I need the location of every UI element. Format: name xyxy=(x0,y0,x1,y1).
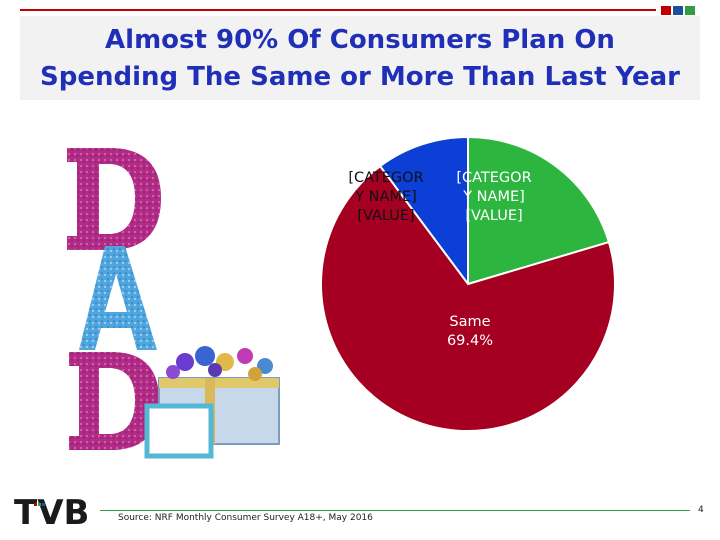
pie-label-line: [CATEGOR xyxy=(348,170,423,186)
pie-label-line: [VALUE] xyxy=(465,208,522,224)
pie-slice-1 xyxy=(378,135,469,288)
pie-label-line: Y NAME] xyxy=(354,189,417,205)
pie-label-line: 69.4% xyxy=(447,333,493,349)
corner-square-red xyxy=(661,6,671,15)
slide-title: Almost 90% Of Consumers Plan On Spending… xyxy=(20,22,700,96)
corner-square-blue xyxy=(673,6,683,15)
slide-title-line1: Almost 90% Of Consumers Plan On xyxy=(105,25,615,55)
title-band xyxy=(20,16,700,100)
pie-label-line: Y NAME] xyxy=(462,189,525,205)
pie-label-line: Same xyxy=(449,314,490,330)
slide-title-line2: Spending The Same or More Than Last Year xyxy=(40,62,680,92)
gift-box-icon xyxy=(144,346,280,459)
pie-slice-0 xyxy=(320,164,616,432)
tvb-logo-text: TVB xyxy=(14,493,89,530)
tvb-logo-icon: TVB xyxy=(14,493,89,530)
corner-squares xyxy=(661,6,695,15)
bottom-rule xyxy=(100,510,690,511)
pie-label-0: Same 69.4% xyxy=(447,314,493,349)
page-number: 4 xyxy=(698,505,704,515)
corner-square-green xyxy=(685,6,695,15)
source-note: Source: NRF Monthly Consumer Survey A18+… xyxy=(118,513,373,523)
top-rule xyxy=(20,9,656,11)
pie-label-line: [CATEGOR xyxy=(456,170,531,186)
pie-label-1: [CATEGOR Y NAME] [VALUE] xyxy=(348,170,423,224)
dad-decorative-letters-icon xyxy=(67,148,280,459)
pie-slice-2 xyxy=(467,135,611,286)
pie-label-2: [CATEGOR Y NAME] [VALUE] xyxy=(456,170,531,224)
pie-label-line: [VALUE] xyxy=(357,208,414,224)
